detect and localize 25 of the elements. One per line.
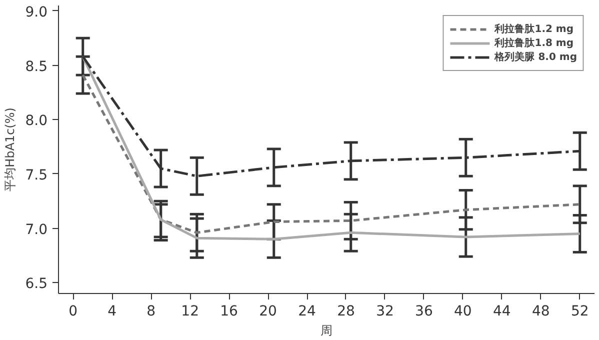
x-tick-label: 28 — [337, 304, 355, 320]
y-tick-label: 7.0 — [25, 222, 48, 238]
y-tick-label: 8.5 — [25, 58, 48, 75]
x-tick-label: 52 — [570, 304, 589, 320]
x-tick-label: 8 — [146, 304, 156, 320]
x-tick-label: 24 — [298, 304, 316, 320]
x-tick-label: 44 — [493, 304, 511, 320]
legend-label: 利拉鲁肽1.2 mg — [494, 22, 574, 36]
x-tick-label: 32 — [376, 304, 394, 320]
legend-label: 格列美脲 8.0 mg — [494, 50, 577, 64]
x-tick-label: 36 — [415, 304, 433, 320]
x-tick-label: 0 — [68, 304, 78, 320]
y-tick-label: 6.5 — [25, 276, 48, 292]
x-tick-label: 40 — [454, 304, 472, 320]
y-tick-label: 9.0 — [25, 4, 48, 20]
x-axis-title: 周 — [320, 324, 332, 338]
y-axis-title: 平均HbA1c(%) — [3, 108, 18, 192]
y-tick-label: 7.5 — [25, 167, 48, 184]
legend-label: 利拉鲁肽1.8 mg — [494, 36, 574, 50]
x-tick-label: 20 — [259, 304, 277, 320]
x-tick-label: 16 — [220, 304, 238, 320]
y-tick-label: 8.0 — [25, 113, 48, 130]
x-tick-label: 4 — [108, 304, 117, 320]
x-tick-label: 48 — [532, 304, 550, 320]
x-tick-label: 12 — [181, 304, 199, 320]
